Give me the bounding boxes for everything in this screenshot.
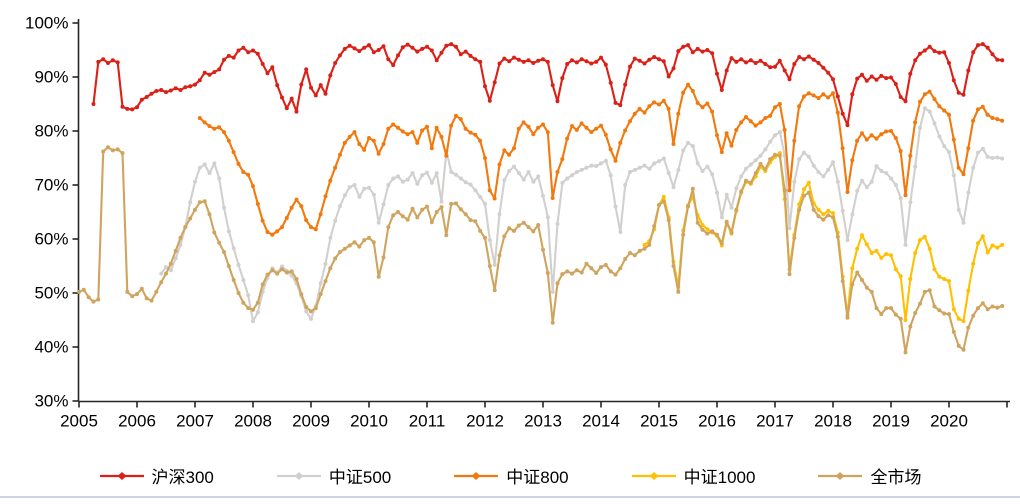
y-tick-label: 100% (25, 14, 68, 33)
legend-marker-hs300 (99, 471, 144, 480)
series-all-market (77, 145, 1005, 355)
x-tick-label: 2019 (872, 412, 910, 431)
legend-label-all-market: 全市场 (870, 468, 922, 487)
x-tick-label: 2010 (350, 412, 388, 431)
line-chart: 100%90%80%70%60%50%40%30%2005 2006 2007 200… (25, 14, 1010, 431)
legend-marker-zz1000 (631, 471, 676, 480)
series-markers-zz800 (197, 82, 1005, 237)
bottom-divider (0, 496, 1020, 498)
y-tick-label: 70% (34, 176, 68, 195)
x-tick-label: 2007 (176, 412, 214, 431)
legend-item-zz1000: 中证1000 (631, 463, 756, 488)
y-tick-label: 60% (34, 230, 68, 249)
series-zz800 (197, 82, 1005, 237)
legend-item-all-market: 全市场 (817, 463, 921, 488)
y-axis: 100% 90% 80% 70% 60% 50% 40% 30% (25, 14, 79, 411)
x-tick-label: 2016 (698, 412, 736, 431)
legend-marker-all-market (818, 471, 863, 480)
x-axis: 2005 2006 2007 2008 2009 2010 2011 2012 2013 2014… (60, 401, 1008, 431)
x-tick-label: 2012 (466, 412, 504, 431)
y-tick-label: 50% (34, 284, 68, 303)
x-tick-label: 2008 (234, 412, 272, 431)
x-tick-label: 2006 (118, 412, 156, 431)
legend-label-zz500: 中证500 (328, 468, 392, 487)
legend-label-zz800: 中证800 (506, 468, 569, 487)
x-tick-label: 2013 (524, 412, 562, 431)
series-line-all-market (77, 146, 1004, 354)
series-markers-zz500 (159, 106, 1005, 324)
series-markers-all-market (77, 145, 1005, 355)
legend-marker-zz800 (454, 471, 499, 480)
x-tick-label: 2020 (930, 412, 968, 431)
series-markers-hs300 (91, 42, 1005, 128)
series-hs300 (91, 42, 1005, 128)
legend-item-zz500: 中证500 (276, 463, 391, 488)
x-tick-label: 2011 (409, 412, 446, 431)
x-tick-label: 2009 (292, 412, 330, 431)
legend-item-hs300: 沪深300 (99, 463, 214, 488)
x-tick-label: 2017 (756, 412, 794, 431)
legend-label-hs300: 沪深300 (151, 468, 214, 487)
legend-item-zz800: 中证800 (453, 463, 569, 488)
legend-label-zz1000: 中证1000 (683, 468, 756, 487)
x-tick-label: 2005 (60, 412, 98, 431)
x-tick-label: 2015 (640, 412, 678, 431)
chart-legend: 沪深300 中证500 中证800 中证1000 全市场 (0, 463, 1020, 488)
y-tick-label: 80% (34, 122, 68, 141)
axes (77, 19, 1010, 403)
x-tick-label: 2018 (814, 412, 852, 431)
y-tick-label: 30% (34, 392, 68, 411)
y-tick-label: 40% (34, 338, 68, 357)
y-tick-label: 90% (34, 68, 68, 87)
legend-marker-zz500 (276, 471, 321, 480)
x-tick-label: 2014 (582, 412, 620, 431)
series-line-zz800 (198, 83, 1004, 236)
